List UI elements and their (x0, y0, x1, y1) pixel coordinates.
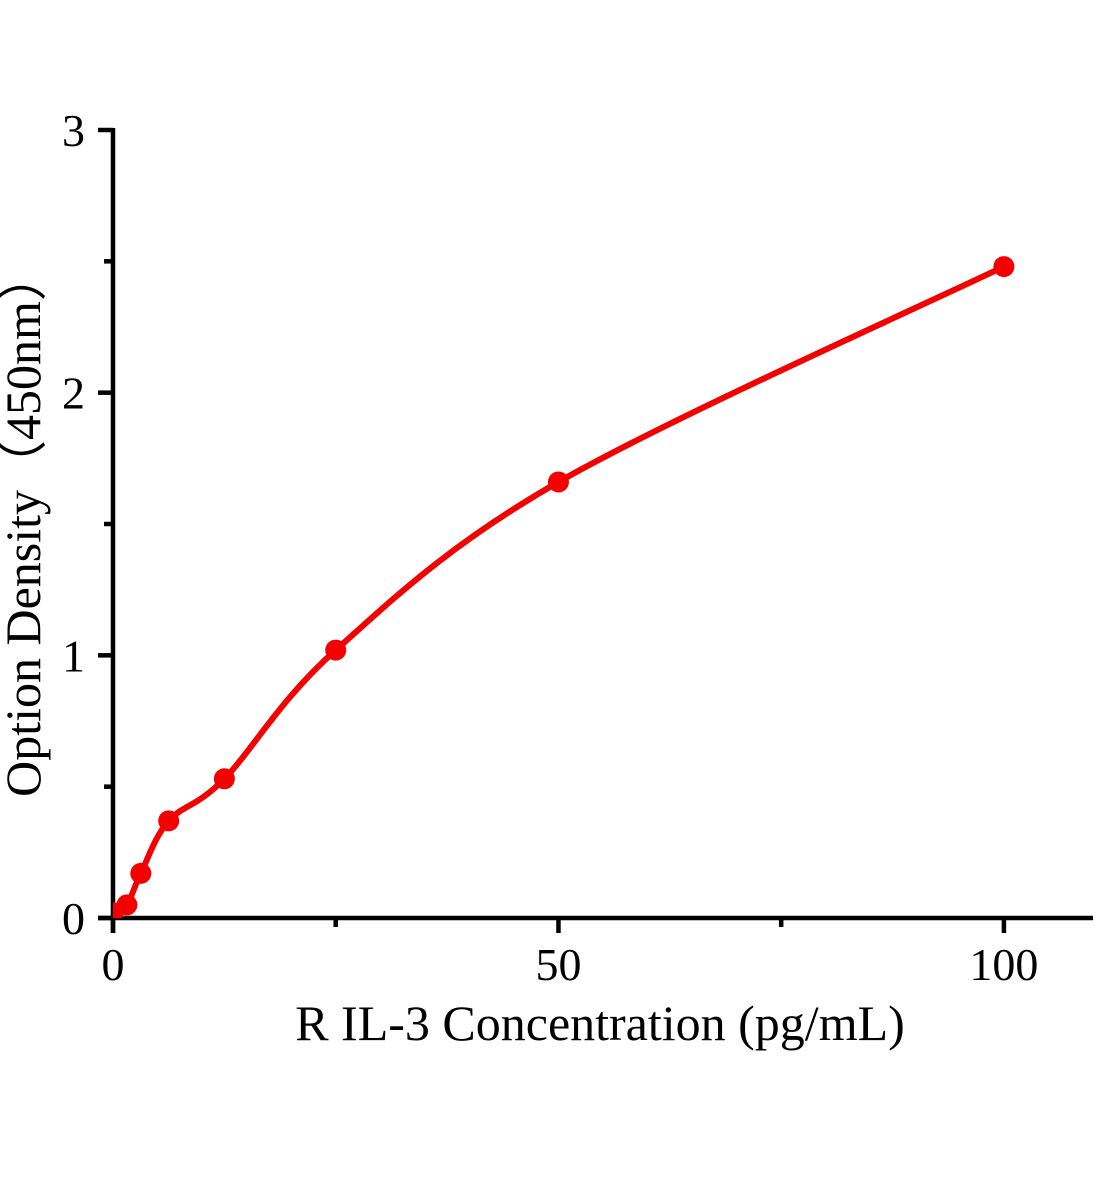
data-point-marker (213, 768, 235, 790)
data-point-marker (547, 471, 569, 493)
y-tick-label: 1 (62, 630, 85, 681)
y-tick-label: 0 (62, 893, 85, 944)
y-tick-label: 2 (62, 368, 85, 419)
fit-curve-line (113, 263, 1007, 916)
x-tick-label: 100 (969, 939, 1038, 990)
x-axis-title: R IL-3 Concentration (pg/mL) (295, 995, 905, 1051)
data-point-marker (325, 639, 347, 661)
y-tick-label: 3 (62, 105, 85, 156)
x-tick-label: 50 (535, 939, 581, 990)
data-point-marker (993, 256, 1015, 278)
y-axis-title: Option Density（450nm） (0, 251, 51, 797)
series-layer (113, 256, 1015, 918)
axes-layer: 0 50 100 0 1 2 3 (62, 105, 1093, 990)
data-point-marker (130, 862, 152, 884)
x-tick-label: 0 (102, 939, 125, 990)
data-point-marker (158, 810, 180, 832)
data-point-marker (116, 894, 138, 916)
